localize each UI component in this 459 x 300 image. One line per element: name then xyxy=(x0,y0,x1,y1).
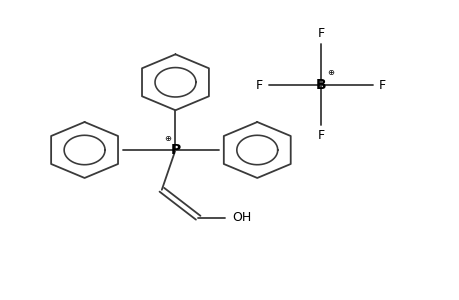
Text: P: P xyxy=(170,143,180,157)
Text: F: F xyxy=(317,128,324,142)
Text: ⊕: ⊕ xyxy=(327,68,334,77)
Text: F: F xyxy=(378,79,385,92)
Text: F: F xyxy=(256,79,263,92)
Text: F: F xyxy=(317,28,324,40)
Text: B: B xyxy=(315,78,325,92)
Text: OH: OH xyxy=(232,211,251,224)
Text: ⊕: ⊕ xyxy=(163,134,170,143)
